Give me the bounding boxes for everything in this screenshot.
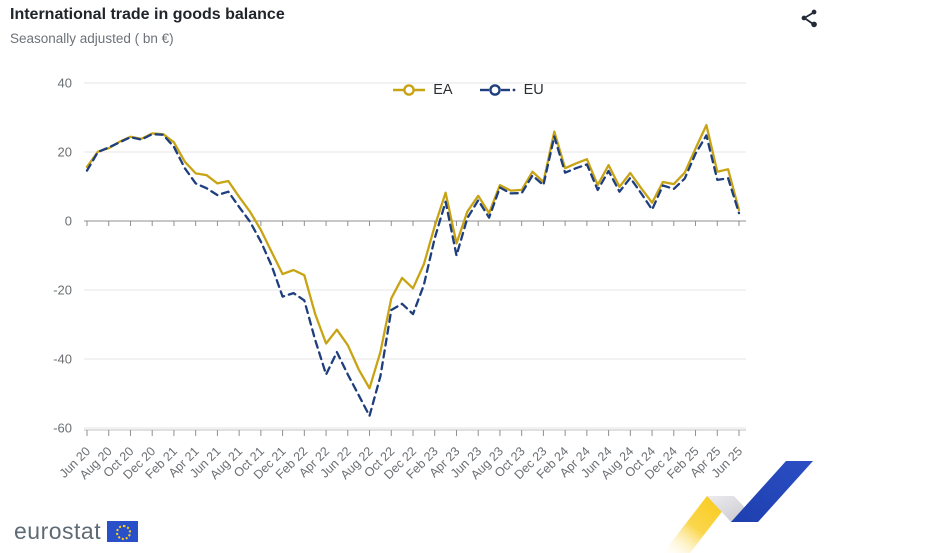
eurostat-logo-text: eurostat <box>14 518 102 544</box>
y-axis-tick-label: -40 <box>53 352 72 367</box>
y-axis-tick-label: 40 <box>58 76 72 91</box>
series-line-eu[interactable] <box>85 132 741 418</box>
y-axis-tick-label: -60 <box>53 421 72 436</box>
legend-label-eu: EU <box>523 82 544 98</box>
eu-dashed-line-marker-icon <box>479 84 517 96</box>
eu-flag-icon <box>107 521 139 542</box>
chart-subtitle: Seasonally adjusted ( bn €) <box>10 31 174 46</box>
legend-label-ea: EA <box>433 82 453 98</box>
legend-item-eu[interactable]: EU <box>479 82 544 98</box>
y-axis-tick-label: 0 <box>65 214 72 229</box>
series-line-ea[interactable] <box>85 123 741 390</box>
page-title: International trade in goods balance <box>10 6 285 23</box>
chart-legend: EA EU <box>0 82 936 98</box>
ribbon-decoration <box>663 461 813 553</box>
ea-line-marker-icon <box>392 84 426 96</box>
eurostat-logo: eurostat <box>14 518 139 545</box>
y-axis-tick-label: -20 <box>53 283 72 298</box>
y-axis-tick-label: 20 <box>58 145 72 160</box>
share-icon <box>798 7 820 29</box>
share-button[interactable] <box>796 5 822 31</box>
legend-item-ea[interactable]: EA <box>392 82 453 98</box>
